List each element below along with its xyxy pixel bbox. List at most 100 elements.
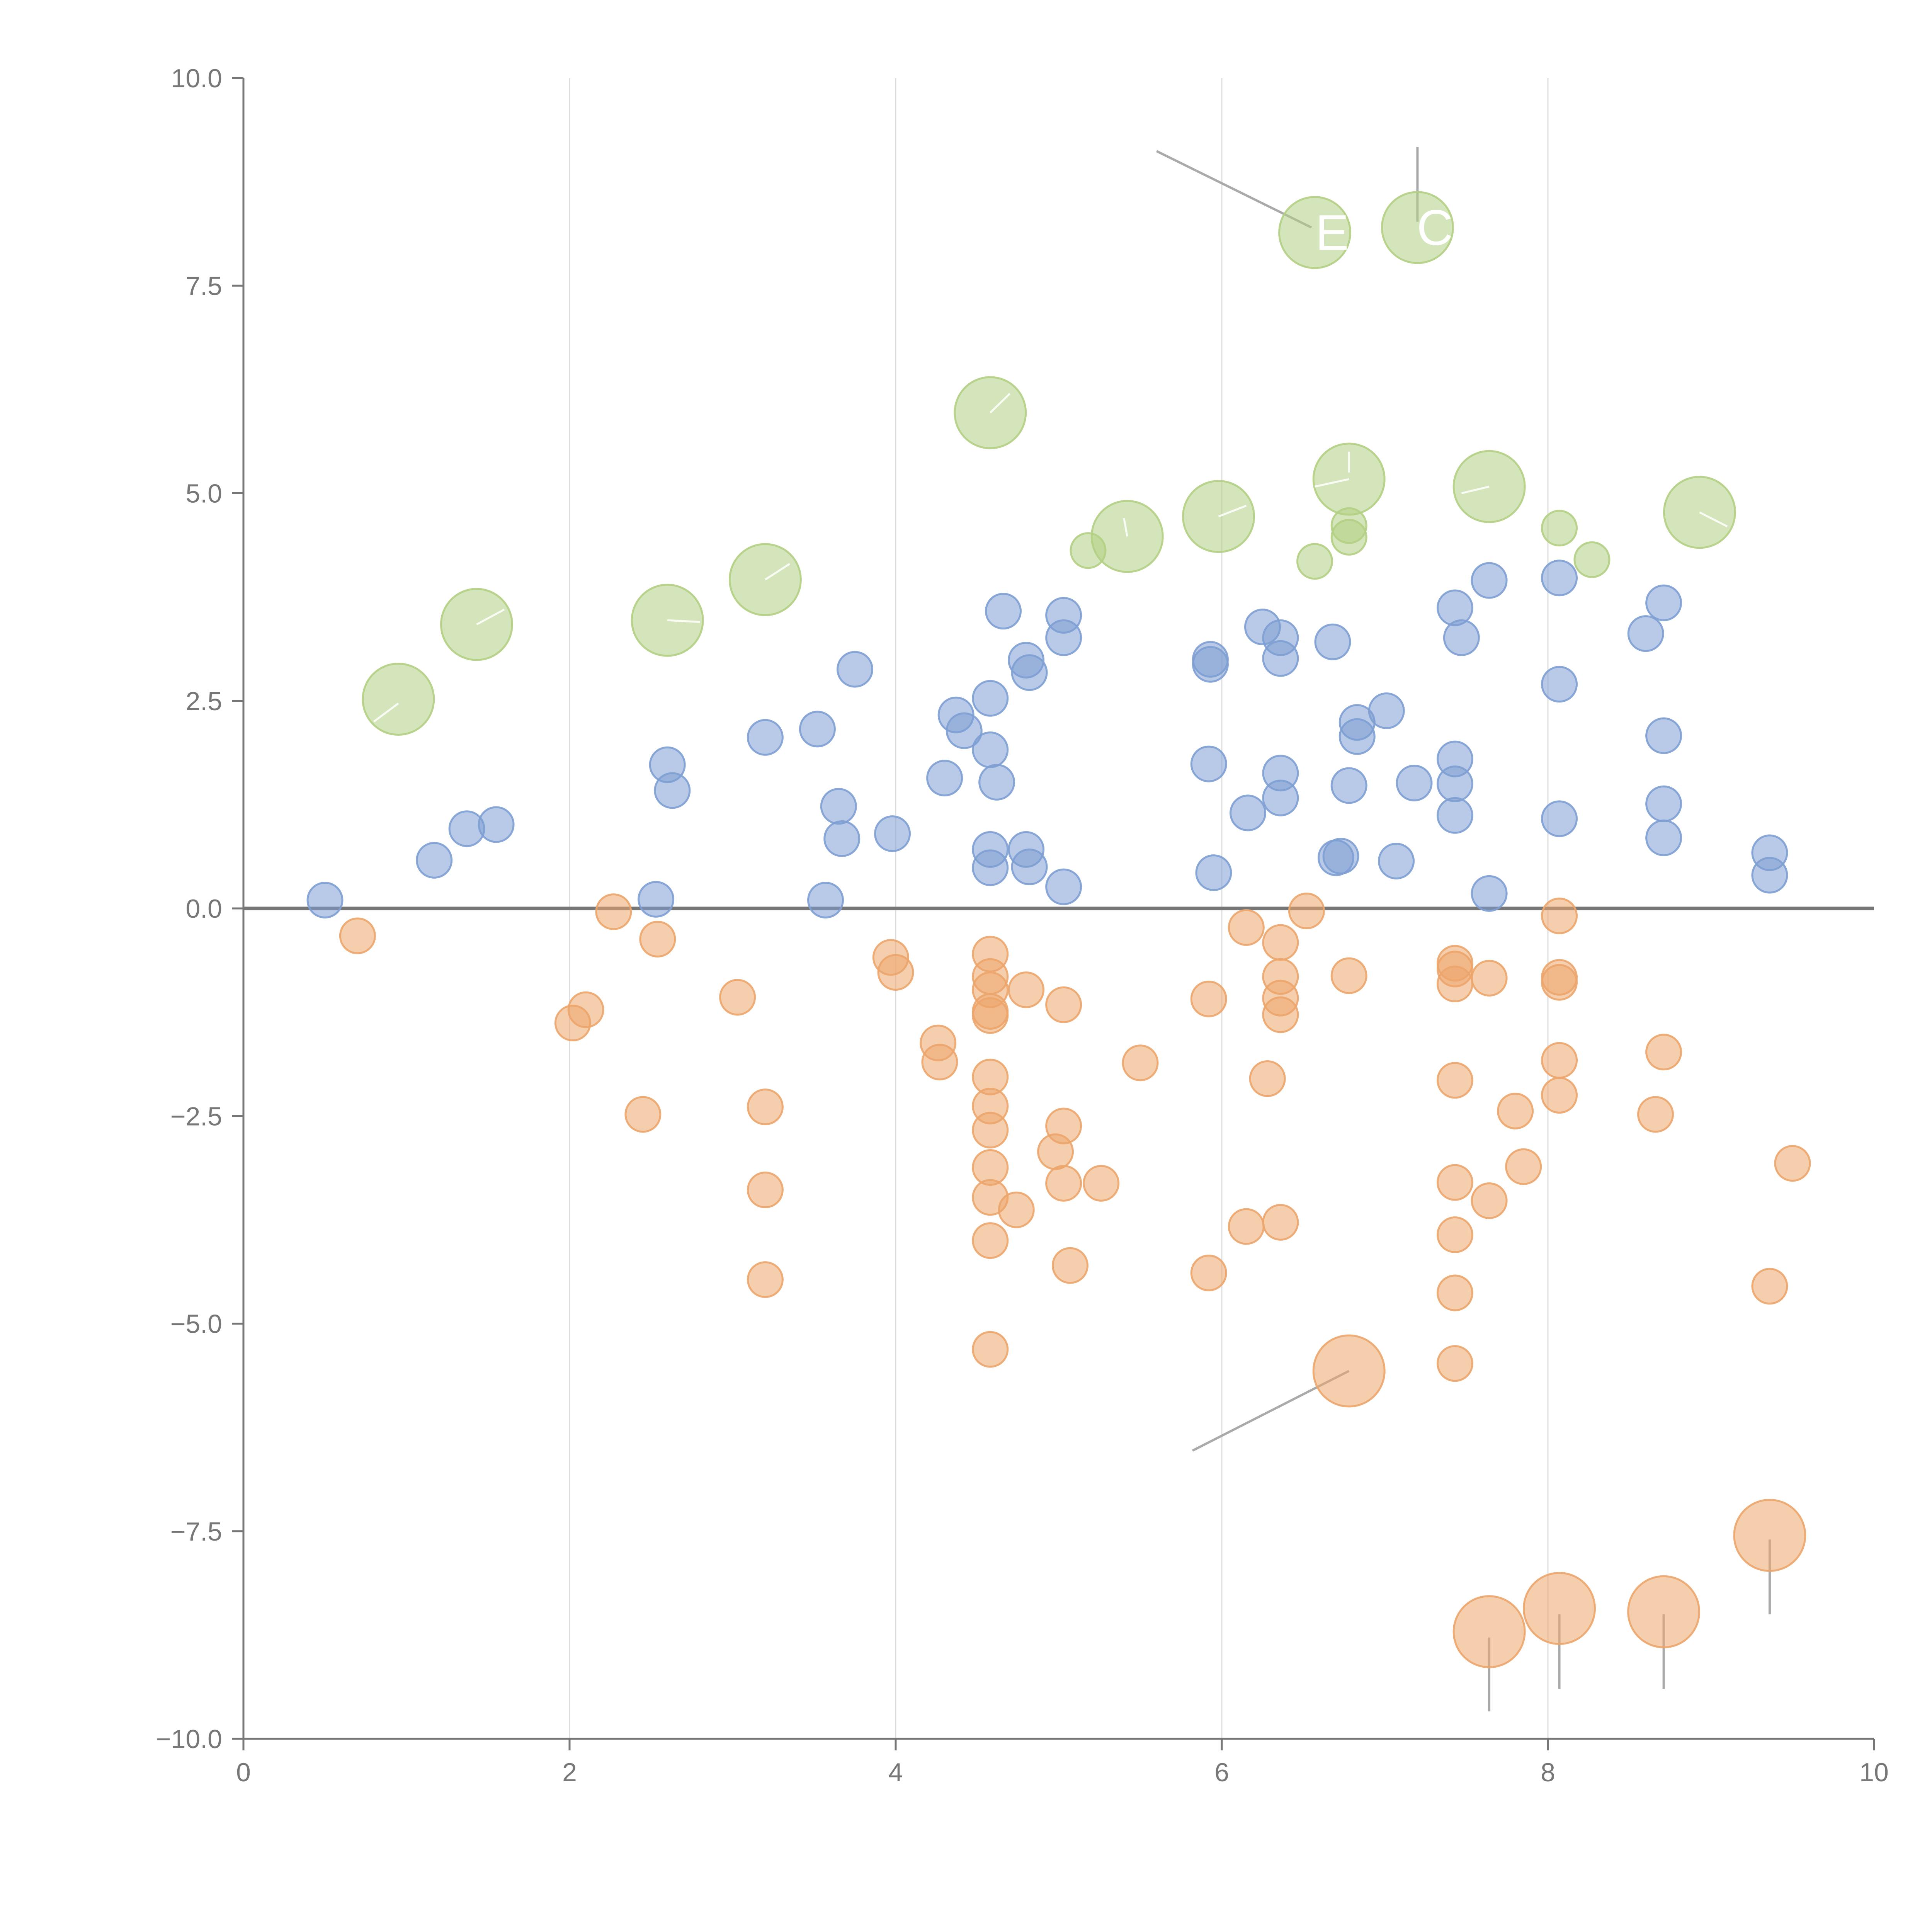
blue-point bbox=[799, 711, 836, 748]
blue-point bbox=[1011, 849, 1048, 886]
orange-point bbox=[1262, 1204, 1299, 1241]
blue-point bbox=[416, 842, 453, 879]
orange-point bbox=[1541, 964, 1578, 1001]
green-point bbox=[1296, 543, 1333, 580]
orange-point bbox=[639, 921, 676, 958]
blue-point bbox=[1396, 765, 1433, 802]
orange-point bbox=[1190, 1254, 1227, 1291]
blue-point bbox=[1262, 779, 1299, 816]
orange-point bbox=[1471, 960, 1508, 997]
blue-point bbox=[807, 882, 844, 919]
x-tick-label: 8 bbox=[1541, 1758, 1555, 1787]
highlight-point bbox=[1627, 1575, 1701, 1648]
highlight-point bbox=[1523, 1572, 1596, 1645]
blue-point bbox=[1645, 819, 1682, 856]
blue-point bbox=[1045, 619, 1082, 656]
orange-point bbox=[1045, 986, 1082, 1023]
blue-point bbox=[926, 760, 963, 797]
orange-point bbox=[1122, 1044, 1159, 1082]
orange-point bbox=[1436, 1345, 1473, 1382]
blue-point bbox=[1471, 562, 1508, 599]
highlight-point bbox=[1452, 1595, 1526, 1668]
highlight-point bbox=[1733, 1498, 1806, 1572]
orange-point bbox=[339, 917, 376, 954]
blue-point bbox=[972, 731, 1009, 769]
highlight-point bbox=[1312, 1334, 1386, 1408]
blue-point bbox=[1436, 765, 1473, 803]
orange-point bbox=[972, 1222, 1009, 1259]
blue-point bbox=[1541, 800, 1578, 837]
inner-leader-mark bbox=[1315, 478, 1349, 488]
y-tick-label: 10.0 bbox=[171, 64, 222, 93]
orange-point bbox=[1008, 971, 1045, 1009]
orange-point bbox=[1330, 957, 1367, 994]
blue-point bbox=[1751, 857, 1788, 894]
blue-point bbox=[837, 651, 873, 688]
blue-point bbox=[946, 712, 983, 749]
orange-point bbox=[1497, 1092, 1534, 1129]
axes-layer: 10.0 7.5 5.0 2.5 0.0 −2.5 −5.0 −7.5 −10.0 0 2 4 6 8 10 bbox=[156, 64, 1889, 1787]
blue-point bbox=[1195, 854, 1232, 891]
blue-point bbox=[972, 680, 1009, 717]
y-tick-label: 5.0 bbox=[185, 479, 222, 509]
orange-point bbox=[567, 991, 604, 1028]
orange-point bbox=[1228, 1208, 1265, 1245]
orange-point bbox=[1249, 1060, 1286, 1097]
y-tick-label: 0.0 bbox=[185, 894, 222, 923]
orange-point bbox=[1052, 1247, 1089, 1284]
x-tick-label: 4 bbox=[888, 1758, 903, 1787]
orange-point bbox=[1045, 1107, 1082, 1145]
blue-point bbox=[1011, 654, 1048, 691]
orange-point bbox=[1436, 1164, 1473, 1201]
inner-leader-mark bbox=[1461, 485, 1490, 494]
inner-leader-mark bbox=[990, 393, 1011, 413]
x-tick-label: 0 bbox=[236, 1758, 251, 1787]
blue-point bbox=[1471, 875, 1508, 912]
y-tick-label: 2.5 bbox=[185, 687, 222, 716]
inner-leader-layer bbox=[373, 393, 1728, 723]
highlight-point bbox=[728, 543, 802, 616]
orange-point bbox=[998, 1191, 1035, 1228]
orange-point bbox=[595, 893, 632, 930]
orange-point bbox=[972, 1112, 1009, 1149]
inner-leader-mark bbox=[1123, 518, 1128, 537]
highlight-point bbox=[362, 662, 435, 736]
orange-point bbox=[1436, 1274, 1473, 1311]
blue-point bbox=[972, 849, 1009, 886]
orange-point bbox=[1262, 996, 1299, 1033]
blue-point bbox=[820, 788, 857, 825]
x-tick-label: 6 bbox=[1214, 1758, 1229, 1787]
blue-point bbox=[1645, 717, 1682, 754]
blue-point bbox=[1230, 794, 1267, 832]
point-label-c: C bbox=[1417, 199, 1453, 256]
orange-point bbox=[972, 997, 1009, 1034]
orange-point bbox=[1541, 1042, 1578, 1079]
points-layer bbox=[306, 191, 1811, 1668]
blue-point bbox=[1436, 797, 1473, 834]
orange-point bbox=[747, 1172, 784, 1209]
blue-point bbox=[1443, 619, 1480, 656]
orange-point bbox=[1288, 892, 1325, 929]
orange-point bbox=[1645, 1034, 1682, 1071]
y-tick-label: −2.5 bbox=[170, 1102, 222, 1131]
inner-leader-mark bbox=[373, 702, 399, 723]
orange-point bbox=[1083, 1165, 1120, 1202]
orange-point bbox=[1190, 980, 1227, 1017]
highlight-point bbox=[1278, 196, 1352, 269]
orange-point bbox=[624, 1096, 662, 1133]
orange-point bbox=[1637, 1096, 1674, 1133]
blue-point bbox=[747, 719, 784, 756]
inner-leader-mark bbox=[1699, 511, 1728, 527]
orange-point bbox=[877, 954, 914, 991]
blue-point bbox=[1645, 785, 1682, 822]
x-tick-label: 10 bbox=[1859, 1758, 1889, 1787]
green-point bbox=[1573, 541, 1611, 578]
blue-point bbox=[823, 820, 861, 857]
inner-leader-mark bbox=[1218, 505, 1247, 518]
orange-point bbox=[1436, 966, 1473, 1003]
blue-point bbox=[478, 806, 515, 843]
blue-point bbox=[1368, 692, 1405, 730]
orange-point bbox=[747, 1261, 784, 1298]
blue-point bbox=[1627, 615, 1664, 652]
